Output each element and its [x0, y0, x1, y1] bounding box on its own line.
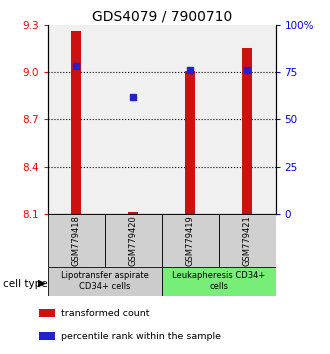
- Text: Leukapheresis CD34+
cells: Leukapheresis CD34+ cells: [172, 272, 265, 291]
- Bar: [48, 214, 105, 267]
- Text: GSM779421: GSM779421: [243, 215, 251, 266]
- Bar: [48, 267, 162, 296]
- Bar: [242, 48, 252, 214]
- Bar: [39, 309, 55, 318]
- Text: percentile rank within the sample: percentile rank within the sample: [61, 332, 220, 341]
- Bar: [218, 214, 276, 267]
- Bar: [162, 214, 218, 267]
- Bar: [162, 267, 276, 296]
- Text: cell type: cell type: [3, 279, 48, 289]
- Polygon shape: [38, 280, 46, 287]
- Text: GSM779419: GSM779419: [186, 215, 195, 266]
- Text: transformed count: transformed count: [61, 309, 149, 318]
- Text: GSM779420: GSM779420: [129, 215, 138, 266]
- Text: Lipotransfer aspirate
CD34+ cells: Lipotransfer aspirate CD34+ cells: [61, 272, 149, 291]
- Bar: [39, 332, 55, 341]
- Bar: [71, 31, 82, 214]
- Text: GSM779418: GSM779418: [72, 215, 81, 266]
- Bar: [185, 70, 195, 214]
- Title: GDS4079 / 7900710: GDS4079 / 7900710: [91, 10, 232, 24]
- Bar: [128, 212, 138, 214]
- Bar: [105, 214, 162, 267]
